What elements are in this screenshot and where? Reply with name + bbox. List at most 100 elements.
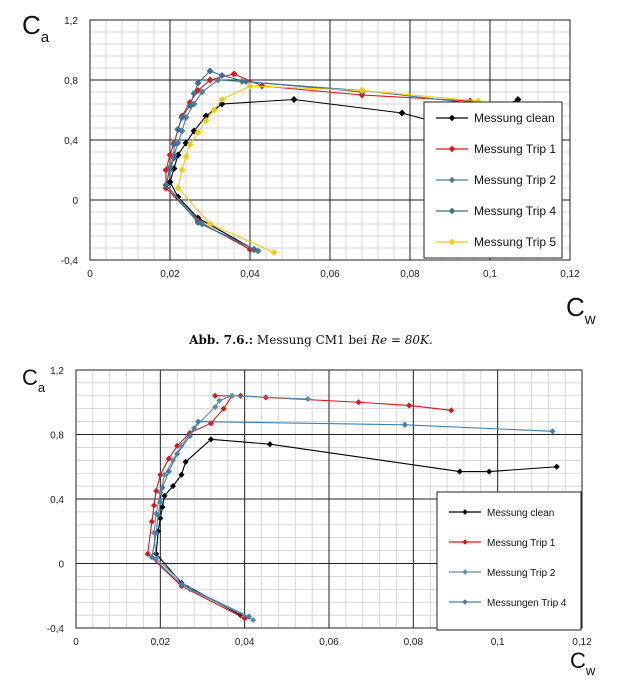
y-tick-label: -0,4 (47, 624, 65, 635)
data-point (355, 399, 362, 406)
plot-frame (75, 369, 583, 629)
y-axis-label: Ca (22, 10, 50, 46)
data-point (186, 432, 194, 440)
data-point (448, 407, 455, 414)
data-point (218, 71, 226, 80)
data-point (211, 403, 219, 411)
data-point (186, 140, 194, 149)
x-tick-label: 0,1 (483, 269, 497, 280)
x-tick-label: 0,12 (572, 637, 592, 648)
data-point (178, 581, 185, 588)
caption-label: Abb. 7.6.: (188, 333, 253, 347)
legend-box (436, 491, 582, 631)
data-point (190, 127, 198, 135)
figure-caption: Abb. 7.6.: Messung CM1 bei Re = 80K. (188, 333, 433, 347)
data-point (161, 471, 168, 478)
chart-2-cw-ca: 0 0,02 0,04 0,06 0,08 0,1 0,12 -0,4 0 0,4 0,8 1,2 Ca… (22, 365, 596, 678)
data-point (242, 77, 250, 86)
legend-marker (448, 207, 456, 215)
data-point (174, 125, 182, 134)
legend-label: Messung Trip 4 (474, 204, 556, 218)
legend-label: Messung clean (474, 111, 555, 125)
data-point (214, 76, 222, 84)
data-point (398, 109, 406, 117)
data-point (166, 178, 174, 186)
data-point (216, 397, 223, 404)
x-tick-label: 0,06 (319, 637, 339, 648)
data-point (206, 220, 214, 228)
legend-marker (448, 238, 456, 246)
data-point (182, 139, 190, 147)
y-tick-label: 1,2 (64, 16, 78, 27)
data-point (207, 436, 215, 443)
data-point (178, 113, 186, 122)
data-point (405, 402, 413, 409)
data-point (198, 88, 206, 96)
data-point (266, 441, 274, 448)
x-tick-label: 0,1 (491, 637, 505, 648)
legend-marker (462, 569, 468, 575)
x-tick-label: 0,08 (400, 269, 420, 280)
y-tick-label: 0,8 (64, 76, 78, 87)
data-point (230, 70, 238, 78)
data-point (148, 518, 156, 525)
y-tick-label: 0,4 (50, 495, 64, 506)
y-tick-label: 0,4 (64, 136, 78, 147)
data-point (401, 421, 409, 428)
data-point (169, 482, 177, 490)
y-axis-label: Ca (22, 365, 46, 395)
data-point (186, 101, 194, 110)
data-point (157, 471, 164, 478)
legend-marker (462, 599, 468, 605)
plot-area (144, 392, 560, 624)
x-tick-label: 0,02 (151, 637, 171, 648)
data-point (194, 218, 202, 227)
legend-label: Messung clean (487, 508, 554, 519)
data-point (182, 458, 189, 466)
data-point (190, 100, 198, 108)
data-point (174, 184, 182, 192)
data-point (148, 553, 156, 561)
chart-1-cw-ca-lower-re: 0 0,02 0,04 0,06 0,08 0,1 0,12 -0,4 0 0,4 0,8 1,2 Ca… (22, 10, 596, 328)
data-point (155, 511, 162, 519)
x-tick-label: 0,04 (235, 637, 255, 648)
x-tick-label: 0,12 (560, 269, 580, 280)
x-axis-label: Cw (566, 292, 596, 328)
legend-marker (462, 539, 468, 545)
data-point (206, 76, 214, 84)
data-point (228, 392, 236, 399)
legend-label: Messung Trip 2 (474, 173, 556, 187)
legend-label: Messung Trip 1 (487, 538, 556, 549)
legend-label: Messung Trip 1 (474, 142, 556, 156)
legend: Messung clean Messung Trip 1 Messung Trip … (436, 491, 582, 631)
legend: Messung clean Messung Trip 1 Messung Trip … (423, 101, 563, 259)
data-point (270, 248, 278, 257)
x-tick-label: 0 (87, 269, 93, 280)
data-point (174, 139, 182, 147)
data-point (218, 95, 226, 104)
data-point (194, 128, 202, 137)
y-tick-label: -0,4 (61, 256, 79, 267)
data-point (150, 502, 158, 509)
data-point (170, 140, 178, 149)
data-point (553, 463, 560, 470)
x-axis-label: Cw (570, 648, 596, 678)
legend-marker (448, 145, 456, 153)
y-tick-label: 1,2 (50, 366, 64, 377)
data-point (211, 392, 219, 399)
data-point (182, 152, 190, 161)
x-tick-label: 0 (73, 637, 79, 648)
data-point (206, 67, 214, 75)
y-tick-label: 0 (72, 196, 78, 207)
data-point (174, 450, 181, 458)
data-point (161, 492, 168, 499)
data-point (304, 395, 312, 403)
data-point (157, 499, 164, 506)
data-point (290, 95, 298, 104)
data-point (178, 471, 185, 478)
data-point (159, 484, 166, 491)
legend-label: Messungen Trip 4 (487, 598, 567, 609)
data-point (162, 181, 170, 189)
legend-marker (448, 114, 456, 122)
